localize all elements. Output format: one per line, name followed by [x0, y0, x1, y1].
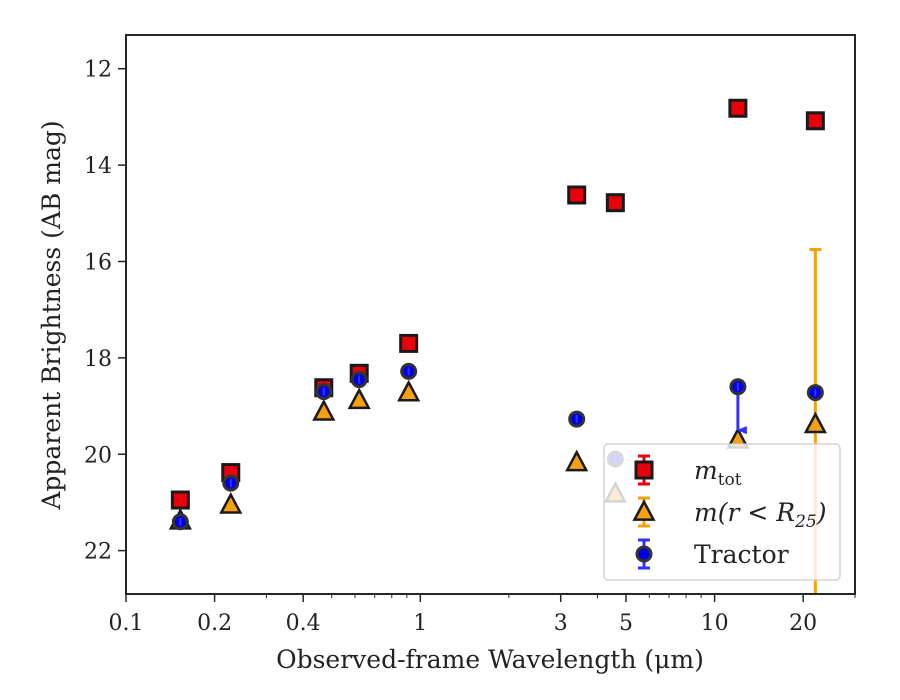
mtot-point-4	[399, 333, 419, 353]
y-tick-label-5: 22	[84, 540, 112, 565]
data-marks	[168, 98, 827, 594]
y-axis-label: Apparent Brightness (AB mag)	[37, 120, 66, 510]
y-tick-label-4: 20	[84, 443, 112, 468]
y-tick-label-3: 18	[84, 347, 112, 372]
mtot-point-7	[728, 98, 748, 118]
mtot-point-8	[805, 111, 825, 131]
y-tick-label-1: 14	[84, 154, 112, 179]
legend-box	[603, 443, 841, 581]
mtot-point-5	[567, 185, 587, 205]
x-tick-label-1: 0.2	[197, 611, 232, 636]
x-tick-label-4: 3	[554, 611, 568, 636]
legend-label-2: Tractor	[694, 540, 789, 569]
legend-marker-0	[634, 460, 654, 480]
legend: mtot m(r < R25) Tractor	[603, 443, 841, 581]
x-tick-label-2: 0.4	[286, 611, 321, 636]
legend-marker-1	[632, 499, 656, 521]
y-tick-label-2: 16	[84, 250, 112, 275]
legend-label-1: m(r < R25)	[694, 498, 826, 532]
x-axis: 0.1 0.2 0.4 1 3 5 10 20	[109, 594, 856, 636]
legend-label-0: mtot	[694, 456, 742, 490]
x-axis-label: Observed-frame Wavelength (μm)	[276, 645, 704, 674]
mtot-point-0	[170, 490, 190, 510]
x-tick-label-0: 0.1	[109, 611, 144, 636]
x-tick-label-7: 20	[789, 611, 817, 636]
x-tick-label-5: 5	[619, 611, 633, 636]
y-tick-label-0: 12	[84, 58, 112, 83]
x-tick-label-6: 10	[701, 611, 729, 636]
x-tick-label-3: 1	[413, 611, 427, 636]
plot-frame	[125, 34, 856, 595]
mtot-point-6	[605, 193, 625, 213]
y-axis: 12 14 16 18 20 22	[84, 58, 126, 565]
plot-area	[125, 34, 856, 595]
legend-marker-2	[635, 545, 653, 563]
